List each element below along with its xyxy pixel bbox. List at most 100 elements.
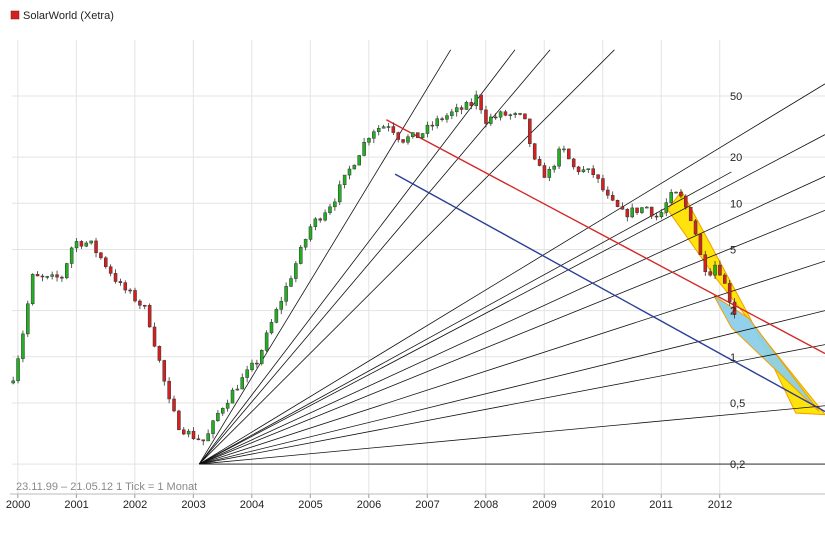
- x-tick-label: 2003: [181, 499, 205, 511]
- candle-up: [250, 362, 254, 370]
- fan-line: [199, 209, 825, 465]
- candle-up: [313, 218, 318, 227]
- candle-up: [586, 168, 591, 170]
- candle-up: [89, 240, 93, 244]
- candle-down: [484, 109, 488, 124]
- candle-down: [567, 148, 571, 160]
- candle-up: [489, 116, 493, 124]
- candle-up: [562, 148, 566, 151]
- grid: [12, 40, 825, 494]
- candle-up: [645, 206, 649, 209]
- candle-up: [376, 127, 381, 132]
- candle-up: [245, 369, 249, 378]
- candle-up: [225, 402, 230, 409]
- candle-up: [240, 377, 245, 390]
- gann-fan: [198, 49, 825, 465]
- candle-up: [211, 420, 215, 434]
- candle-up: [186, 430, 191, 435]
- candle-up: [26, 303, 30, 335]
- candle-down: [191, 430, 196, 440]
- x-tick-label: 2011: [649, 499, 673, 511]
- candle-up: [664, 202, 669, 213]
- fan-line: [198, 49, 516, 465]
- candle-down: [688, 206, 693, 222]
- x-tick-label: 2002: [123, 499, 147, 511]
- fan-line: [198, 49, 452, 465]
- y-tick-label: 0,5: [730, 398, 745, 410]
- candle-up: [381, 126, 386, 129]
- candle-up: [216, 412, 220, 421]
- candle-down: [157, 345, 162, 361]
- candle-up: [508, 114, 513, 116]
- x-tick-label: 2010: [591, 499, 615, 511]
- candle-up: [220, 408, 225, 414]
- candle-up: [669, 192, 673, 203]
- x-tick-label: 2005: [298, 499, 322, 511]
- candle-down: [523, 113, 527, 120]
- date-range-note: 23.11.99 – 21.05.12 1 Tick = 1 Monat: [16, 481, 197, 493]
- candle-down: [620, 206, 625, 210]
- candle-up: [362, 142, 366, 156]
- x-axis: 2000 2001 2002 2003 2004 2005 2006 2007 2008 2009…: [6, 494, 732, 511]
- candle-up: [674, 191, 678, 194]
- candle-up: [425, 124, 430, 134]
- candle-up: [513, 113, 517, 115]
- candle-down: [532, 143, 537, 160]
- candle-down: [727, 283, 732, 303]
- candle-up: [713, 264, 717, 276]
- candle-up: [498, 111, 503, 118]
- candle-down: [143, 305, 147, 307]
- candle-down: [113, 273, 118, 282]
- candle-up: [230, 389, 235, 404]
- candle-up: [445, 115, 449, 120]
- candle-down: [601, 178, 605, 191]
- candle-up: [450, 111, 454, 116]
- candle-down: [518, 113, 522, 115]
- candle-down: [528, 118, 532, 144]
- candle-down: [708, 271, 712, 276]
- candle-up: [298, 246, 303, 264]
- candle-down: [591, 168, 595, 175]
- y-tick-label: 10: [730, 198, 742, 210]
- candle-down: [718, 264, 722, 276]
- candle-down: [537, 158, 542, 166]
- candle-down: [255, 362, 259, 365]
- candle-up: [289, 278, 293, 287]
- candle-up: [279, 301, 284, 310]
- candle-down: [182, 429, 186, 435]
- candle-up: [50, 274, 54, 277]
- chart-title: SolarWorld (Xetra): [23, 10, 114, 22]
- candle-down: [415, 132, 420, 139]
- candle-down: [396, 132, 400, 140]
- candle-down: [391, 126, 396, 133]
- candle-up: [420, 133, 425, 139]
- candle-down: [606, 189, 610, 196]
- trendlines: [386, 119, 825, 413]
- candle-down: [108, 266, 113, 274]
- y-tick-label: 20: [730, 152, 742, 164]
- candle-down: [649, 206, 654, 217]
- candle-down: [625, 209, 630, 218]
- candle-up: [328, 206, 332, 214]
- x-tick-label: 2009: [532, 499, 556, 511]
- legend-swatch: [10, 10, 20, 20]
- candle-up: [386, 126, 391, 128]
- candle-up: [30, 274, 35, 305]
- blue-wedge: [713, 295, 820, 412]
- candle-up: [206, 433, 210, 442]
- candle-up: [264, 332, 269, 351]
- candle-up: [454, 107, 459, 113]
- candle-down: [576, 166, 581, 173]
- y-axis: 0,2 0,5 1 2 5 10 20 50: [730, 91, 745, 471]
- candle-down: [469, 102, 474, 106]
- candle-down: [133, 290, 137, 302]
- candle-down: [698, 233, 703, 255]
- candle-down: [684, 195, 688, 208]
- candle-up: [435, 118, 439, 127]
- fan-line: [199, 310, 825, 465]
- candle-down: [94, 240, 98, 254]
- candle-down: [79, 241, 84, 247]
- candle-up: [74, 241, 79, 249]
- x-tick-label: 2000: [6, 499, 30, 511]
- candle-up: [84, 242, 89, 247]
